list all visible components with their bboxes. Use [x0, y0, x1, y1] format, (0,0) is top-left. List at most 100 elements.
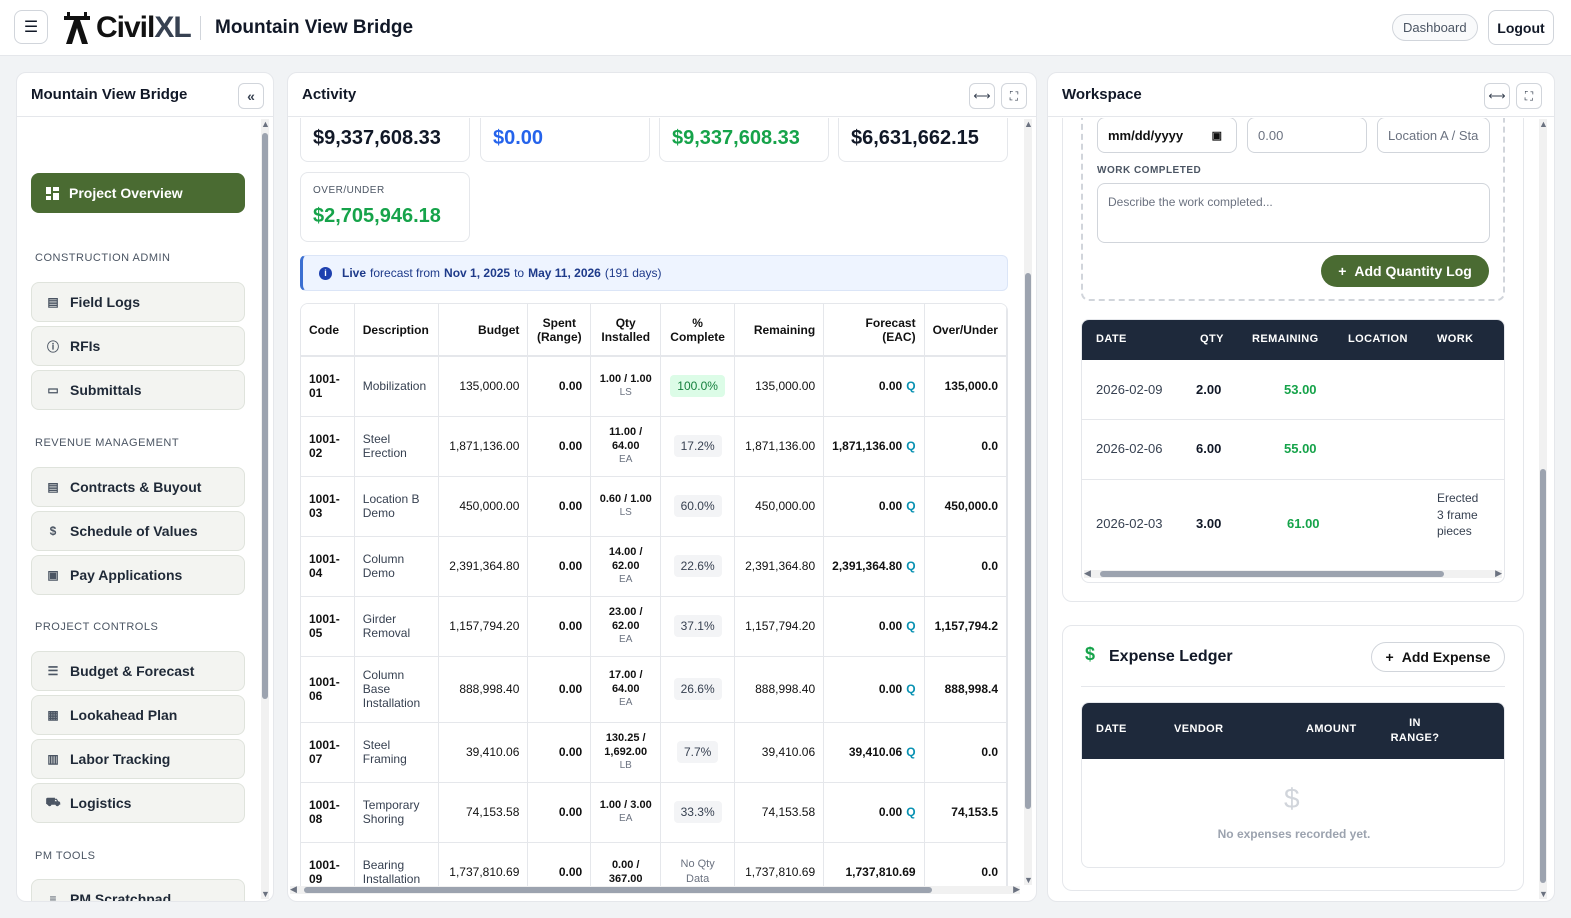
sidebar-item-pay-applications[interactable]: ▣ Pay Applications — [31, 555, 245, 595]
forecast-detail-link[interactable]: Q — [906, 439, 916, 453]
sidebar-panel: Mountain View Bridge « Project Overview … — [16, 72, 274, 902]
col-qty[interactable]: QTY — [1200, 333, 1224, 345]
scrollbar-thumb[interactable] — [1100, 571, 1444, 577]
location-input[interactable]: Location A / Sta — [1377, 118, 1490, 153]
plus-icon: + — [1385, 649, 1394, 665]
row-qty: 6.00 — [1196, 441, 1222, 456]
col-date[interactable]: DATE — [1096, 723, 1127, 735]
table-row[interactable]: 1001-03 Location B Demo 450,000.00 0.00 0.60… — [301, 476, 1007, 537]
qty-text: 1.00 / 3.00 — [599, 799, 652, 811]
sidebar-item-project-overview[interactable]: Project Overview — [31, 173, 245, 213]
add-expense-button[interactable]: + Add Expense — [1371, 642, 1505, 672]
sidebar-item-label: Lookahead Plan — [70, 707, 178, 723]
col-remaining[interactable]: REMAINING — [1252, 333, 1319, 345]
scrollbar-thumb[interactable] — [1025, 273, 1031, 809]
sidebar-item-label: Submittals — [70, 382, 142, 398]
percent-badge: 22.6% — [673, 555, 722, 577]
sidebar-item-schedule-of-values[interactable]: $ Schedule of Values — [31, 511, 245, 551]
col-code[interactable]: Code — [301, 304, 355, 357]
table-row[interactable]: 1001-06 Column Base Installation 888,998.4… — [301, 656, 1007, 723]
percent-badge: 37.1% — [673, 615, 722, 637]
menu-button[interactable]: ☰ — [14, 10, 48, 44]
expand-width-button[interactable]: ⟷ — [1484, 83, 1510, 109]
forecast-detail-link[interactable]: Q — [906, 805, 916, 819]
col-spent[interactable]: Spent (Range) — [527, 304, 592, 357]
scrollbar-thumb[interactable] — [1540, 469, 1546, 883]
date-input[interactable]: mm/dd/yyyy ▣ — [1097, 118, 1237, 153]
cell-description: Girder Removal — [354, 596, 440, 657]
forecast-detail-link[interactable]: Q — [906, 559, 916, 573]
badge-icon: ▣ — [47, 568, 59, 582]
qty-text: 0.00 / 367.00 — [608, 859, 643, 885]
qty-unit: EA — [619, 454, 633, 465]
col-amount[interactable]: AMOUNT — [1306, 723, 1357, 735]
sidebar-item-contracts-buyout[interactable]: ▤ Contracts & Buyout — [31, 467, 245, 507]
table-row[interactable]: 1001-04 Column Demo 2,391,364.80 0.00 14.00 … — [301, 536, 1007, 597]
add-quantity-log-button[interactable]: + Add Quantity Log — [1321, 255, 1489, 287]
workspace-vertical-scrollbar[interactable]: ▲ ▼ — [1539, 119, 1548, 899]
forecast-detail-link[interactable]: Q — [906, 619, 916, 633]
sidebar-item-labor-tracking[interactable]: ▥ Labor Tracking — [31, 739, 245, 779]
table-row[interactable]: 1001-07 Steel Framing 39,410.06 0.00 130.25 … — [301, 722, 1007, 783]
civilxl-logo[interactable]: CivilXL — [62, 10, 192, 46]
sidebar-item-rfis[interactable]: ⓘ RFIs — [31, 326, 245, 366]
description-text: Steel Erection — [362, 432, 407, 460]
kpi-card-budget: $9,337,608.33 — [300, 118, 470, 162]
sidebar-item-logistics[interactable]: ⛟ Logistics — [31, 783, 245, 823]
code-text: 1001-06 — [309, 675, 340, 703]
col-remaining[interactable]: Remaining — [734, 304, 825, 357]
sidebar-item-pm-scratchpad[interactable]: ≡ PM Scratchpad — [31, 879, 245, 901]
col-in-range[interactable]: IN RANGE? — [1390, 717, 1440, 744]
sidebar-item-field-logs[interactable]: ▤ Field Logs — [31, 282, 245, 322]
forecast-to: to — [514, 266, 525, 280]
col-budget[interactable]: Budget — [438, 304, 529, 357]
col-date[interactable]: DATE — [1096, 333, 1127, 345]
sidebar-item-budget-forecast[interactable]: ☰ Budget & Forecast — [31, 651, 245, 691]
expand-width-button[interactable]: ⟷ — [969, 83, 995, 109]
col-over-under[interactable]: Over/Under — [924, 304, 1007, 357]
sidebar-item-submittals[interactable]: ▭ Submittals — [31, 370, 245, 410]
table-row[interactable]: 1001-08 Temporary Shoring 74,153.58 0.00 1.0… — [301, 782, 1007, 843]
sidebar-item-lookahead-plan[interactable]: ▦ Lookahead Plan — [31, 695, 245, 735]
col-location[interactable]: LOCATION — [1348, 333, 1408, 345]
work-completed-textarea[interactable]: Describe the work completed... — [1097, 183, 1490, 243]
row-remaining: 55.00 — [1284, 441, 1317, 456]
col-forecast[interactable]: Forecast (EAC) — [823, 304, 925, 357]
table-row[interactable]: 1001-09 Bearing Installation 1,737,810.69 0… — [301, 842, 1007, 888]
col-complete[interactable]: % Complete — [660, 304, 736, 357]
workspace-header: Workspace — [1048, 73, 1554, 117]
cell-qty: 130.25 / 1,692.00 LB — [590, 722, 662, 783]
logout-button[interactable]: Logout — [1488, 10, 1554, 45]
fullscreen-button[interactable]: ⛶ — [1516, 83, 1542, 109]
scrollbar-thumb[interactable] — [304, 887, 932, 893]
scrollbar-thumb[interactable] — [262, 133, 268, 699]
activity-horizontal-scrollbar[interactable]: ◀ ▶ — [290, 884, 1020, 894]
cell-over-under: 0.0 — [924, 416, 1007, 477]
activity-vertical-scrollbar[interactable]: ▲ ▼ — [1024, 119, 1033, 885]
forecast-detail-link[interactable]: Q — [906, 379, 916, 394]
col-qty[interactable]: Qty Installed — [590, 304, 662, 357]
forecast-text: 0.00 — [878, 619, 903, 633]
col-work[interactable]: WORK — [1437, 333, 1474, 345]
table-row[interactable]: 1001-02 Steel Erection 1,871,136.00 0.00 11.… — [301, 416, 1007, 477]
table-row[interactable]: 1001-05 Girder Removal 1,157,794.20 0.00 23.… — [301, 596, 1007, 657]
forecast-detail-link[interactable]: Q — [906, 499, 916, 513]
plus-icon: + — [1338, 263, 1347, 279]
add-quantity-log-label: Add Quantity Log — [1354, 263, 1472, 279]
cell-qty: 0.00 / 367.00 — [590, 842, 662, 888]
fullscreen-button[interactable]: ⛶ — [1001, 83, 1027, 109]
qty-unit: EA — [619, 634, 633, 645]
collapse-sidebar-button[interactable]: « — [238, 83, 264, 109]
forecast-detail-link[interactable]: Q — [906, 682, 916, 696]
quantity-log-horizontal-scrollbar[interactable]: ◀ ▶ — [1084, 568, 1502, 578]
dashboard-icon — [45, 186, 59, 200]
sidebar-scrollbar[interactable]: ▲ ▼ — [261, 119, 270, 899]
dashboard-button[interactable]: Dashboard — [1392, 14, 1478, 41]
forecast-detail-link[interactable]: Q — [906, 745, 916, 759]
col-vendor[interactable]: VENDOR — [1174, 723, 1224, 735]
table-row[interactable]: 1001-01 Mobilization 135,000.00 0.00 1.00 / … — [301, 356, 1007, 417]
cell-spent: 0.00 — [527, 536, 592, 597]
forecast-text: 0.00 — [878, 499, 903, 513]
quantity-input[interactable]: 0.00 — [1247, 118, 1367, 153]
col-description[interactable]: Description — [354, 304, 440, 357]
